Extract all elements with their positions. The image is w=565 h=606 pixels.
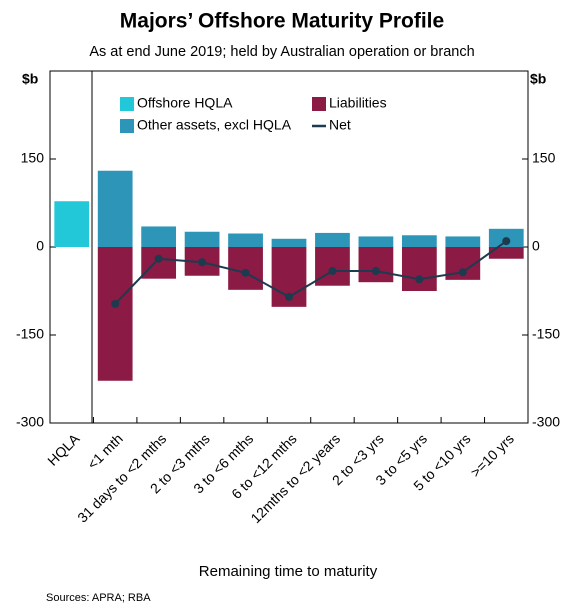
legend-swatch bbox=[120, 119, 134, 133]
bar bbox=[97, 247, 133, 381]
bar bbox=[315, 247, 350, 286]
x-axis-label: Remaining time to maturity bbox=[199, 563, 378, 580]
chart-subtitle: As at end June 2019; held by Australian … bbox=[89, 44, 474, 60]
bar bbox=[228, 233, 263, 247]
net-point bbox=[458, 268, 467, 277]
y-unit: $b bbox=[22, 71, 38, 87]
legend-label: Offshore HQLA bbox=[137, 95, 233, 111]
net-point bbox=[198, 258, 207, 267]
y-tick-label: 150 bbox=[21, 150, 45, 166]
bar bbox=[401, 235, 437, 247]
y2-tick-label: 0 bbox=[532, 238, 540, 254]
bar bbox=[228, 247, 263, 290]
bar bbox=[358, 247, 394, 283]
bar bbox=[184, 231, 220, 247]
bar bbox=[97, 170, 133, 247]
bar bbox=[54, 201, 90, 247]
x-tick-label: <1 mth bbox=[84, 430, 126, 472]
legend-label: Net bbox=[329, 117, 351, 133]
net-point bbox=[154, 254, 163, 263]
net-line bbox=[114, 240, 507, 305]
chart-title: Majors’ Offshore Maturity Profile bbox=[120, 10, 444, 33]
net-point bbox=[241, 268, 250, 277]
y2-unit: $b bbox=[530, 71, 546, 87]
bar bbox=[315, 232, 350, 247]
legend-label: Liabilities bbox=[329, 95, 387, 111]
y2-tick-label: 150 bbox=[532, 150, 556, 166]
source: Sources: APRA; RBA bbox=[46, 592, 151, 604]
legend-swatch bbox=[312, 97, 326, 111]
net-point bbox=[328, 267, 337, 276]
bar bbox=[488, 247, 524, 259]
y-tick-label: 0 bbox=[36, 238, 44, 254]
bar bbox=[445, 236, 481, 247]
bar bbox=[358, 236, 394, 247]
y2-tick-label: -150 bbox=[532, 326, 560, 342]
y-tick-label: -300 bbox=[16, 414, 44, 430]
bar bbox=[141, 247, 177, 279]
net-point bbox=[415, 275, 424, 284]
x-tick-label: >=10 yrs bbox=[467, 430, 517, 480]
bar bbox=[401, 247, 437, 291]
net-point bbox=[111, 299, 120, 308]
y-tick-label: -150 bbox=[16, 326, 44, 342]
legend-label: Other assets, excl HQLA bbox=[137, 117, 292, 133]
bar bbox=[271, 238, 307, 247]
net-point bbox=[371, 267, 380, 276]
bar bbox=[141, 226, 177, 247]
legend-swatch bbox=[120, 97, 134, 111]
x-tick-label: HQLA bbox=[44, 430, 83, 469]
net-point bbox=[502, 237, 511, 246]
y2-tick-label: -300 bbox=[532, 414, 560, 430]
net-point bbox=[285, 292, 293, 301]
